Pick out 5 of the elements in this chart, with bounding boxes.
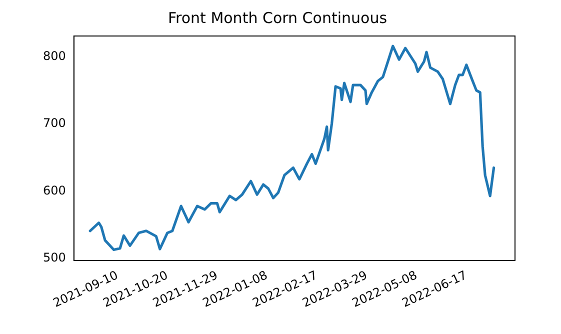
y-tick-label: 500 <box>43 250 66 265</box>
y-tick-label: 700 <box>43 116 66 130</box>
chart-title: Front Month Corn Continuous <box>168 8 388 27</box>
y-tick-label: 800 <box>43 48 66 63</box>
y-tick-label: 600 <box>43 183 66 198</box>
